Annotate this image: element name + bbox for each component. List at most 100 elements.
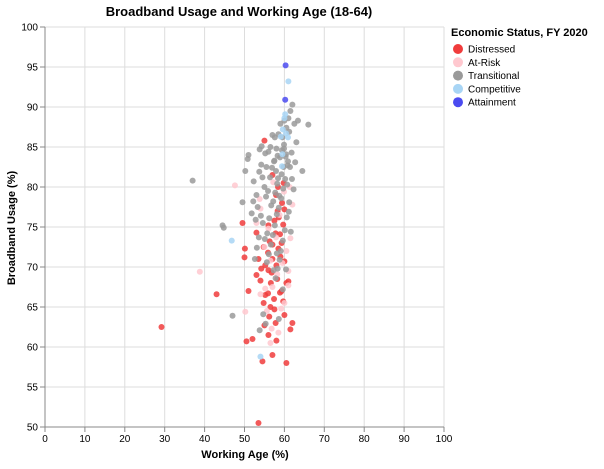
point-distressed	[241, 254, 248, 261]
point-distressed	[253, 229, 260, 236]
point-distressed	[239, 220, 246, 226]
x-axis-title: Working Age (%)	[201, 449, 289, 461]
point-distressed	[266, 313, 273, 320]
point-at-risk	[275, 329, 282, 336]
point-distressed	[255, 420, 262, 426]
point-transitional	[220, 224, 227, 231]
y-tick-label: 60	[27, 343, 39, 354]
point-distressed	[287, 326, 294, 333]
point-transitional	[272, 275, 279, 282]
point-transitional	[289, 101, 296, 108]
data-points	[158, 62, 312, 426]
point-transitional	[277, 120, 284, 127]
point-distressed	[281, 206, 288, 213]
y-tick-label: 95	[27, 63, 39, 74]
point-transitional	[305, 121, 312, 128]
point-transitional	[260, 311, 267, 318]
point-transitional	[245, 152, 252, 158]
x-tick-label: 30	[159, 434, 171, 445]
legend-label: At-Risk	[468, 58, 501, 69]
x-tick-label: 100	[436, 434, 453, 445]
point-transitional	[279, 237, 286, 244]
x-tick-label: 50	[239, 434, 251, 445]
legend-item-distressed: Distressed	[453, 44, 515, 56]
point-at-risk	[285, 282, 292, 289]
point-transitional	[288, 149, 295, 156]
series-competitive	[228, 78, 292, 360]
y-axis-title: Broadband Usage (%)	[6, 171, 18, 286]
point-transitional	[189, 177, 196, 184]
x-tick-label: 80	[359, 434, 371, 445]
point-transitional	[263, 259, 270, 266]
point-at-risk	[265, 225, 272, 232]
point-at-risk	[269, 284, 276, 290]
point-transitional	[276, 192, 283, 199]
y-tick-label: 75	[27, 223, 39, 234]
point-transitional	[255, 234, 262, 241]
point-distressed	[269, 352, 276, 358]
point-transitional	[261, 236, 268, 242]
point-transitional	[281, 145, 288, 152]
point-transitional	[290, 186, 297, 193]
point-distressed	[279, 200, 286, 206]
y-tick-label: 50	[27, 423, 39, 434]
point-transitional	[276, 256, 283, 263]
point-distressed	[283, 360, 290, 366]
point-transitional	[270, 267, 277, 274]
point-transitional	[273, 145, 280, 152]
point-competitive	[279, 163, 286, 170]
y-tick-label: 90	[27, 103, 39, 114]
point-transitional	[284, 181, 291, 188]
point-transitional	[282, 266, 289, 273]
point-transitional	[256, 168, 263, 175]
series-transitional	[189, 101, 312, 334]
point-transitional	[288, 176, 295, 182]
point-transitional	[286, 199, 293, 206]
point-distressed	[280, 221, 287, 228]
point-transitional	[286, 164, 293, 170]
point-competitive	[279, 151, 286, 158]
point-at-risk	[261, 244, 268, 250]
point-at-risk	[287, 235, 294, 242]
point-transitional	[253, 244, 260, 251]
point-transitional	[267, 174, 274, 181]
point-transitional	[278, 171, 285, 178]
point-distressed	[245, 288, 252, 294]
legend-swatch	[453, 83, 463, 94]
point-transitional	[292, 159, 299, 166]
point-transitional	[274, 152, 281, 159]
point-transitional	[253, 192, 260, 198]
point-at-risk	[231, 182, 238, 189]
point-competitive	[285, 78, 292, 85]
point-distressed	[272, 320, 279, 326]
y-tick-label: 65	[27, 303, 39, 314]
point-transitional	[274, 180, 281, 187]
point-transitional	[273, 211, 280, 218]
point-transitional	[281, 227, 288, 234]
chart-title: Broadband Usage and Working Age (18-64)	[106, 4, 373, 19]
point-at-risk	[257, 291, 264, 298]
point-transitional	[283, 214, 290, 221]
point-transitional	[271, 222, 278, 229]
point-distressed	[277, 231, 284, 238]
point-distressed	[265, 332, 272, 338]
x-tick-label: 70	[319, 434, 331, 445]
point-attainment	[282, 62, 289, 69]
point-transitional	[267, 144, 274, 150]
point-distressed	[258, 265, 265, 272]
y-tick-label: 70	[27, 263, 39, 274]
point-competitive	[277, 133, 284, 140]
point-transitional	[264, 230, 271, 237]
point-competitive	[282, 111, 289, 118]
point-at-risk	[242, 308, 249, 315]
grid	[44, 26, 445, 428]
point-transitional	[248, 210, 255, 217]
point-transitional	[280, 185, 287, 192]
point-transitional	[270, 198, 277, 205]
point-transitional	[258, 161, 265, 168]
point-transitional	[267, 241, 274, 248]
point-transitional	[271, 158, 278, 165]
point-transitional	[251, 256, 258, 262]
point-transitional	[261, 184, 268, 190]
series-attainment	[282, 62, 289, 103]
